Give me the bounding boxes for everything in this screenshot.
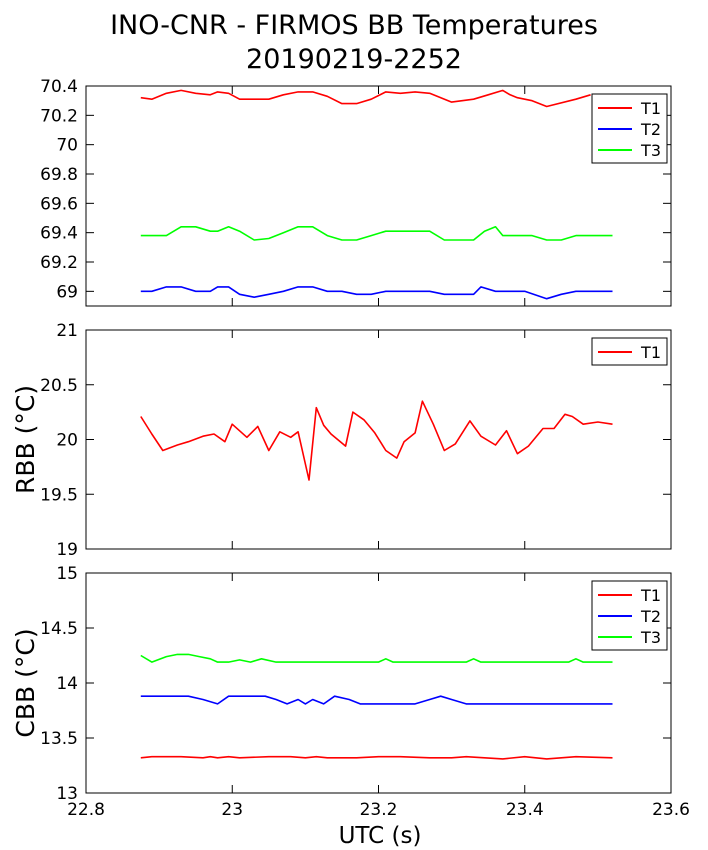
panel-3-legend-label-T2: T2: [640, 607, 661, 626]
panel-1-series-T1: [140, 89, 591, 108]
panel-3-legend-label-T3: T3: [640, 628, 661, 647]
panel-3-legend-label-T1: T1: [640, 586, 661, 605]
panel-3-ytick-label: 14.5: [40, 619, 78, 639]
panel-3-series-T3: [140, 653, 613, 663]
panel-1-legend-label-T2: T2: [640, 120, 661, 139]
panel-1-legend-label-T1: T1: [640, 99, 661, 118]
panel-1-ytick-label: 69.4: [40, 224, 78, 244]
panel-1-ytick-label: 70: [56, 136, 78, 156]
panel-3-y-axis-label: CBB (°C): [11, 628, 40, 737]
panel-3-xtick-label: 23.6: [652, 800, 690, 820]
panel-1-ytick-label: 70.2: [40, 106, 78, 126]
panel-1-ytick-label: 69.8: [40, 165, 78, 185]
panel-3-frame: [85, 572, 672, 794]
panel-1-ytick-label: 70.4: [40, 77, 78, 97]
panel-2-y-axis-label: RBB (°C): [11, 385, 40, 494]
panel-1-ytick-label: 69.2: [40, 253, 78, 273]
panel-2-legend-label-T1: T1: [640, 343, 661, 362]
chart-subtitle: 20190219-2252: [246, 44, 462, 75]
panel-2-ytick-label: 20.5: [40, 376, 78, 396]
panel-3-ytick-label: 13.5: [40, 729, 78, 749]
x-axis-label: UTC (s): [339, 823, 422, 849]
panel-1-ytick-label: 69: [56, 282, 78, 302]
panel-1-ytick-label: 69.6: [40, 194, 78, 214]
panel-1-series-T2: [140, 286, 613, 300]
panel-3-xtick-label: 23: [221, 800, 243, 820]
panel-2-ytick-label: 21: [56, 321, 78, 341]
panel-2-ytick-label: 19: [56, 540, 78, 560]
panel-2-ytick-label: 20: [56, 431, 78, 451]
panel-3-ytick-label: 13: [56, 784, 78, 804]
panel-3-xtick-label: 22.8: [67, 800, 105, 820]
panel-3-ytick-label: 14: [56, 674, 78, 694]
panel-3-xtick-label: 23.2: [360, 800, 398, 820]
panel-2-series-T1: [140, 400, 613, 481]
chart-title: INO-CNR - FIRMOS BB Temperatures: [110, 10, 598, 41]
panel-3-series-T2: [140, 695, 613, 705]
panel-3-ytick-label: 15: [56, 564, 78, 584]
panel-1-frame: [85, 85, 672, 307]
panel-3-series-T1: [140, 755, 613, 760]
panel-1-series-T3: [140, 226, 613, 241]
panel-2-ytick-label: 19.5: [40, 485, 78, 505]
panel-3-xtick-label: 23.4: [506, 800, 544, 820]
panel-1-legend-label-T3: T3: [640, 141, 661, 160]
